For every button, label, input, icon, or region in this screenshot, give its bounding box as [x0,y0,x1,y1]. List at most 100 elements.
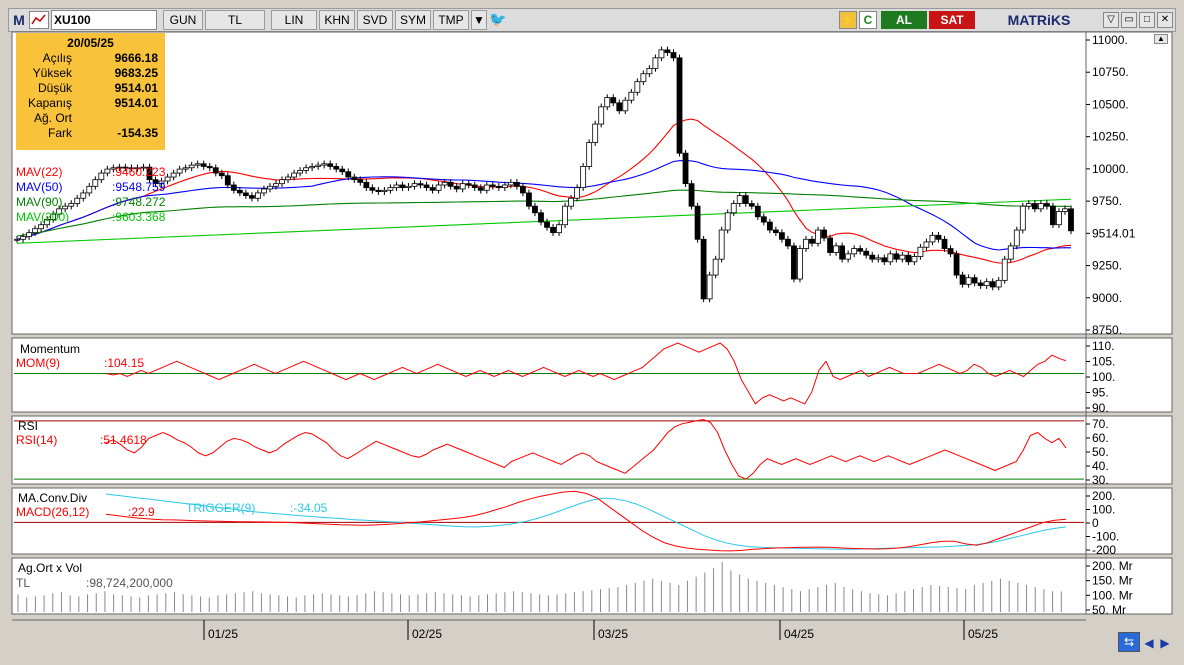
info-row-close: Kapanış 9514.01 [16,96,165,111]
mav-line-22 [16,118,1072,264]
mav22-value: :9460.223 [112,165,166,179]
panel-scroll-up-icon[interactable]: ▲ [1154,34,1168,44]
candle-body [44,219,51,226]
scroll-right-icon[interactable]: ▶ [1160,636,1170,650]
info-label: Yüksek [32,66,72,80]
template-button[interactable]: TMP [433,10,469,30]
candle-body [809,238,815,244]
candle-body [857,248,864,252]
scale-button[interactable]: LIN [271,10,317,30]
momentum-line [105,342,1067,405]
sym-button[interactable]: SYM [395,10,431,30]
period-button[interactable]: GUN [163,10,203,30]
scroll-left-icon[interactable]: ◀ [1144,636,1154,650]
candle-body [303,167,310,171]
candle-body [471,184,478,189]
candle-body [544,221,550,228]
symbol-field[interactable]: XU100 [51,10,157,30]
candle-body [791,245,797,280]
info-row-low: Düşük 9514.01 [16,81,165,96]
candle-body [1037,203,1044,210]
candle-body [297,170,303,174]
candle-body [375,189,382,193]
refresh-scroll-icon[interactable]: ⇆ [1118,632,1140,652]
brand-logo: MATRiKS [1007,12,1071,28]
candle-body [152,179,159,185]
mav90-label: MAV(90) [16,195,62,209]
candle-body [92,179,99,187]
mav200-label: MAV(200) [16,210,69,224]
mom-value: :104.15 [104,356,144,370]
candle-body [598,106,605,125]
info-row-avg: Ağ. Ort [16,111,165,126]
rsi-line [105,418,1067,480]
close-icon[interactable]: ✕ [1157,12,1173,28]
svd-button[interactable]: SVD [357,10,393,30]
candle-body [592,123,599,144]
candle-body [387,187,394,191]
maximize-icon[interactable]: □ [1139,12,1155,28]
candle-body [104,168,111,174]
candle-body [538,212,544,223]
candlesticks [14,46,1074,303]
chart-style-button[interactable]: KHN [319,10,355,30]
mav-line-200 [16,198,1072,244]
dropdown-arrow-icon[interactable]: ▼ [471,10,487,30]
candle-body [1031,203,1038,210]
minimize-icon[interactable]: ▽ [1103,12,1119,28]
candle-body [520,185,526,194]
buy-button[interactable]: AL [881,11,927,29]
candle-body [182,167,189,170]
candle-body [953,253,960,276]
candle-body [989,281,996,288]
candle-body [50,213,57,220]
restore-icon[interactable]: ▭ [1121,12,1137,28]
price-panel[interactable] [11,31,1173,335]
candle-body [405,185,412,189]
candle-body [652,57,659,69]
candle-body [86,185,93,194]
macd-panel[interactable] [11,487,1173,555]
chart-type-icon[interactable] [29,11,49,29]
horizontal-scrollbar[interactable] [12,640,1112,654]
candle-body [658,49,665,59]
info-value: -154.35 [117,126,158,140]
macd-label: MACD(26,12) [16,505,89,519]
candle-body [429,187,436,191]
sell-button[interactable]: SAT [929,11,975,29]
candle-body [694,205,701,240]
x-tick-label: 05/25 [968,627,998,641]
candle-body [339,168,346,173]
candle-body [815,229,821,244]
lightning-icon[interactable]: ⚡ [839,11,857,29]
twitter-icon[interactable]: 🐦 [489,11,507,27]
rsi-panel[interactable] [11,415,1173,485]
vol-y-label: 200. Mr [1092,559,1133,573]
candle-body [526,192,532,207]
candle-body [706,274,713,300]
currency-button[interactable]: TL [205,10,265,30]
app-logo[interactable]: M [13,12,25,28]
x-tick-label: 03/25 [598,627,628,641]
candle-body [1043,203,1050,207]
candle-body [116,166,123,169]
rsi-y-label: 50. [1092,445,1109,459]
candle-body [803,238,809,249]
candle-body [785,238,791,247]
candle-body [580,166,587,189]
candle-body [821,229,827,239]
y-ticks: 11000. 10750. 10500. 10250. 10000. 9750. 9514.… [1086,33,1136,617]
candle-body [242,192,249,196]
candle-body [122,166,129,169]
x-tick-label: 04/25 [784,627,814,641]
candle-body [236,189,243,194]
candle-body [664,49,671,53]
vol-y-label: 100. Mr [1092,588,1133,602]
candle-body [634,81,641,93]
momentum-panel[interactable] [11,337,1173,413]
candle-body [941,238,948,249]
refresh-icon[interactable]: C [859,11,877,29]
candle-body [616,102,623,112]
candle-body [851,248,858,255]
